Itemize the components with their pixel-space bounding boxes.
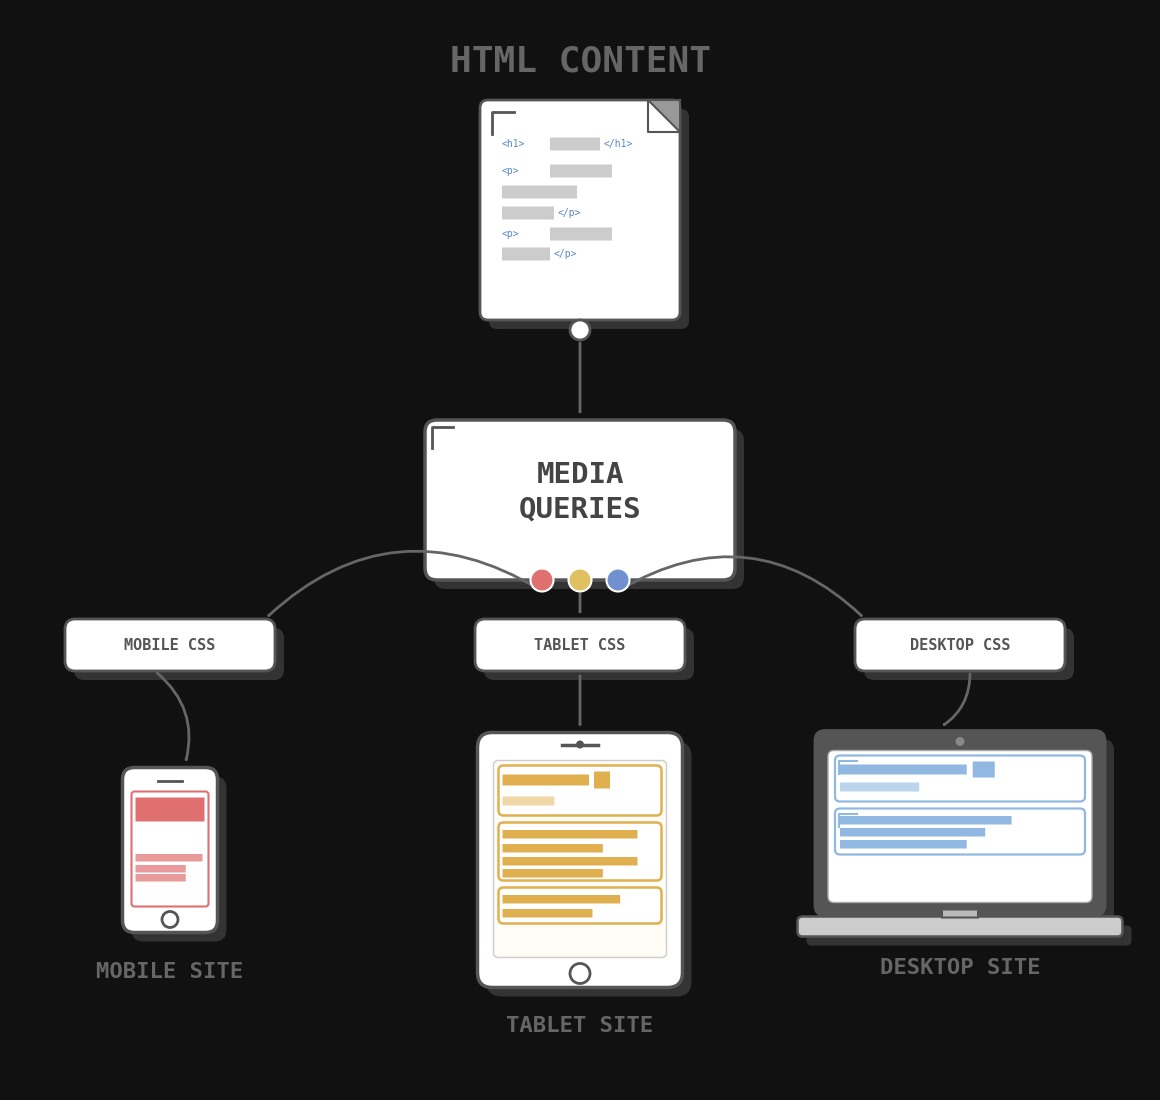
Text: </h1>: </h1> (604, 139, 633, 148)
Text: </p>: </p> (554, 249, 578, 258)
FancyBboxPatch shape (478, 733, 682, 988)
FancyBboxPatch shape (840, 782, 919, 792)
FancyBboxPatch shape (502, 207, 554, 220)
FancyBboxPatch shape (502, 830, 638, 838)
FancyBboxPatch shape (480, 100, 680, 320)
FancyBboxPatch shape (499, 888, 661, 924)
FancyBboxPatch shape (502, 796, 554, 805)
FancyBboxPatch shape (798, 916, 1123, 936)
FancyBboxPatch shape (123, 768, 217, 933)
FancyBboxPatch shape (425, 420, 735, 580)
Polygon shape (648, 100, 680, 132)
Text: HTML CONTENT: HTML CONTENT (450, 45, 710, 79)
FancyBboxPatch shape (864, 628, 1074, 680)
FancyBboxPatch shape (136, 798, 204, 822)
FancyBboxPatch shape (942, 910, 978, 917)
Text: </p>: </p> (558, 208, 581, 218)
FancyBboxPatch shape (550, 165, 612, 177)
FancyBboxPatch shape (840, 840, 966, 848)
FancyBboxPatch shape (502, 895, 621, 903)
Circle shape (607, 569, 630, 592)
FancyArrowPatch shape (621, 557, 861, 616)
FancyArrowPatch shape (157, 673, 189, 760)
Text: DESKTOP CSS: DESKTOP CSS (909, 638, 1010, 652)
Text: MOBILE CSS: MOBILE CSS (124, 638, 216, 652)
FancyBboxPatch shape (855, 619, 1065, 671)
Circle shape (568, 569, 592, 592)
FancyBboxPatch shape (499, 766, 661, 815)
FancyBboxPatch shape (502, 869, 603, 878)
FancyBboxPatch shape (484, 628, 694, 680)
FancyBboxPatch shape (840, 816, 1012, 825)
FancyBboxPatch shape (131, 777, 226, 942)
FancyBboxPatch shape (434, 429, 744, 588)
Text: MOBILE SITE: MOBILE SITE (96, 962, 244, 982)
Text: TABLET SITE: TABLET SITE (507, 1015, 653, 1035)
FancyBboxPatch shape (486, 741, 691, 997)
Circle shape (530, 569, 553, 592)
Text: <h1>: <h1> (502, 139, 525, 148)
FancyBboxPatch shape (474, 619, 686, 671)
Text: TABLET CSS: TABLET CSS (535, 638, 625, 652)
Text: <p>: <p> (502, 229, 520, 239)
FancyBboxPatch shape (74, 628, 284, 680)
Text: <p>: <p> (502, 166, 520, 176)
FancyBboxPatch shape (493, 760, 667, 957)
Circle shape (162, 912, 177, 927)
Circle shape (956, 737, 964, 746)
FancyBboxPatch shape (840, 764, 966, 774)
FancyBboxPatch shape (828, 750, 1092, 902)
FancyBboxPatch shape (65, 619, 275, 671)
FancyBboxPatch shape (136, 874, 186, 881)
Circle shape (570, 320, 590, 340)
FancyBboxPatch shape (815, 730, 1105, 915)
Text: DESKTOP SITE: DESKTOP SITE (879, 957, 1041, 978)
FancyBboxPatch shape (550, 138, 600, 151)
Circle shape (577, 740, 583, 748)
FancyBboxPatch shape (594, 771, 610, 789)
FancyBboxPatch shape (490, 109, 689, 329)
FancyBboxPatch shape (502, 909, 593, 917)
FancyBboxPatch shape (502, 774, 589, 785)
FancyArrowPatch shape (269, 551, 539, 616)
FancyArrowPatch shape (944, 674, 970, 725)
FancyBboxPatch shape (973, 761, 995, 778)
FancyBboxPatch shape (502, 857, 638, 866)
FancyBboxPatch shape (840, 828, 985, 836)
FancyBboxPatch shape (550, 228, 612, 241)
FancyBboxPatch shape (499, 823, 661, 880)
FancyBboxPatch shape (835, 808, 1085, 855)
FancyBboxPatch shape (136, 854, 203, 861)
FancyBboxPatch shape (136, 865, 186, 872)
FancyBboxPatch shape (806, 925, 1131, 946)
FancyBboxPatch shape (502, 248, 550, 261)
FancyBboxPatch shape (502, 844, 603, 852)
Circle shape (570, 964, 590, 983)
FancyBboxPatch shape (824, 739, 1114, 924)
FancyBboxPatch shape (502, 186, 577, 198)
Text: MEDIA
QUERIES: MEDIA QUERIES (519, 461, 641, 524)
FancyBboxPatch shape (131, 792, 209, 906)
FancyBboxPatch shape (835, 756, 1085, 802)
